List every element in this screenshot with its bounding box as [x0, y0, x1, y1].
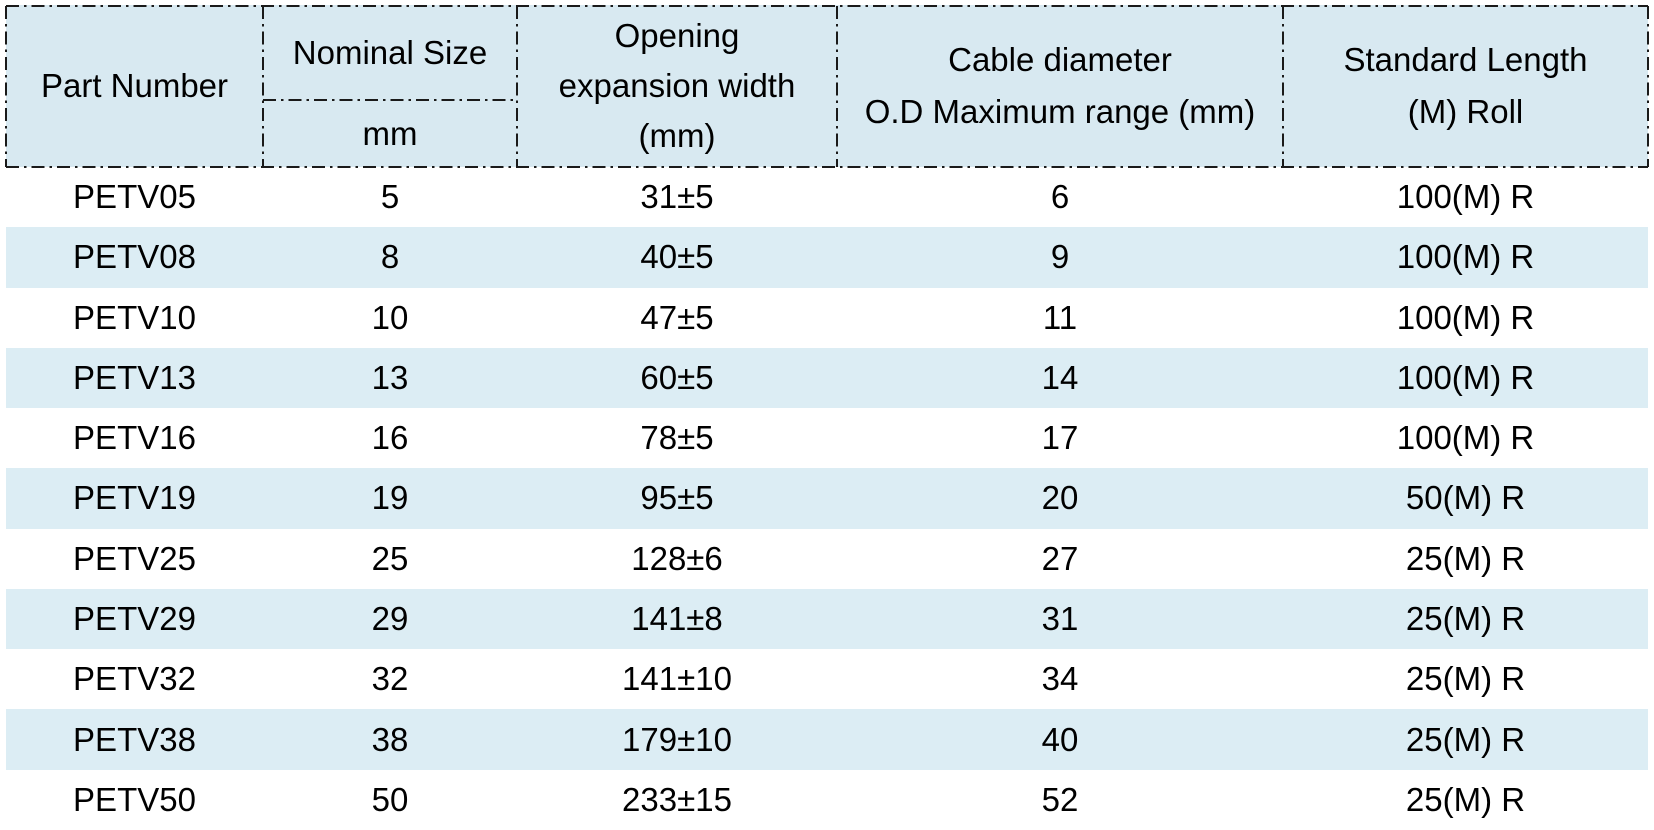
standard-length-cell: 100(M) R	[1396, 419, 1535, 457]
nominal-size-cell: 8	[380, 238, 400, 276]
header-standard-length: Standard Length (M) Roll	[1283, 5, 1648, 167]
table-row: PETV10 10 47±5 11 100(M) R	[6, 288, 1648, 348]
table-row: PETV05 5 31±5 6 100(M) R	[6, 167, 1648, 227]
table-row: PETV19 19 95±5 20 50(M) R	[6, 468, 1648, 529]
header-nominal-size-group: Nominal Size mm	[263, 5, 517, 167]
nominal-size-cell: 5	[380, 178, 400, 216]
part-number-cell: PETV13	[73, 358, 196, 396]
table-row: PETV25 25 128±6 27 25(M) R	[6, 529, 1648, 589]
standard-length-cell: 100(M) R	[1396, 358, 1535, 396]
opening-width-cell: 40±5	[640, 238, 714, 276]
header-nominal-size-unit: mm	[362, 114, 418, 152]
cable-diameter-cell: 9	[1050, 238, 1070, 276]
header-cable-diameter: Cable diameter O.D Maximum range (mm)	[837, 5, 1283, 167]
header-length-line-2: (M) Roll	[1407, 93, 1524, 130]
standard-length-cell: 100(M) R	[1396, 298, 1535, 336]
opening-width-cell: 141±8	[631, 599, 723, 637]
opening-width-cell: 141±10	[622, 660, 732, 698]
part-number-cell: PETV19	[73, 479, 196, 517]
part-number-cell: PETV29	[73, 599, 196, 637]
opening-width-cell: 95±5	[640, 479, 714, 517]
cable-diameter-cell: 52	[1041, 780, 1079, 818]
opening-width-cell: 128±6	[631, 539, 723, 577]
header-opening-expansion-width: Opening expansion width (mm)	[517, 5, 837, 167]
part-number-cell: PETV08	[73, 238, 196, 276]
nominal-size-cell: 10	[371, 298, 409, 336]
opening-width-cell: 78±5	[640, 419, 714, 457]
cable-diameter-cell: 20	[1041, 479, 1079, 517]
table-row: PETV32 32 141±10 34 25(M) R	[6, 649, 1648, 709]
spec-table: Part Number Nominal Size mm Opening expa…	[6, 5, 1648, 830]
header-nominal-size: Nominal Size	[292, 33, 488, 71]
part-number-cell: PETV25	[73, 539, 196, 577]
part-number-cell: PETV10	[73, 298, 196, 336]
table-body: PETV05 5 31±5 6 100(M) R PETV08 8 40±5 9 100(M) R…	[6, 167, 1648, 830]
standard-length-cell: 25(M) R	[1405, 539, 1526, 577]
cable-diameter-cell: 34	[1041, 660, 1079, 698]
header-opening-line-2: expansion width	[558, 67, 796, 104]
table-row: PETV38 38 179±10 40 25(M) R	[6, 709, 1648, 770]
nominal-size-cell: 32	[371, 660, 409, 698]
header-cable-line-2: O.D Maximum range (mm)	[864, 93, 1256, 130]
nominal-size-cell: 13	[371, 358, 409, 396]
cable-diameter-cell: 27	[1041, 539, 1079, 577]
standard-length-cell: 25(M) R	[1405, 780, 1526, 818]
opening-width-cell: 31±5	[640, 178, 714, 216]
table-row: PETV29 29 141±8 31 25(M) R	[6, 588, 1648, 650]
table-row: PETV13 13 60±5 14 100(M) R	[6, 347, 1648, 409]
table-row: PETV16 16 78±5 17 100(M) R	[6, 408, 1648, 468]
standard-length-cell: 100(M) R	[1396, 178, 1535, 216]
header-opening-line-1: Opening	[614, 17, 740, 54]
standard-length-cell: 25(M) R	[1405, 660, 1526, 698]
nominal-size-cell: 29	[371, 599, 409, 637]
cable-diameter-cell: 14	[1041, 358, 1079, 396]
standard-length-cell: 100(M) R	[1396, 238, 1535, 276]
part-number-cell: PETV16	[73, 419, 196, 457]
cable-diameter-cell: 6	[1050, 178, 1070, 216]
nominal-size-cell: 38	[371, 720, 409, 758]
part-number-cell: PETV50	[73, 780, 196, 818]
table-row: PETV08 8 40±5 9 100(M) R	[6, 227, 1648, 288]
table-row: PETV50 50 233±15 52 25(M) R	[6, 770, 1648, 830]
standard-length-cell: 25(M) R	[1405, 599, 1526, 637]
part-number-cell: PETV38	[73, 720, 196, 758]
opening-width-cell: 47±5	[640, 298, 714, 336]
cable-diameter-cell: 31	[1041, 599, 1079, 637]
cable-diameter-cell: 17	[1041, 419, 1079, 457]
cable-diameter-cell: 40	[1041, 720, 1079, 758]
nominal-size-cell: 16	[371, 419, 409, 457]
header-length-line-1: Standard Length	[1343, 41, 1588, 78]
header-opening-line-3: (mm)	[638, 117, 716, 154]
nominal-size-cell: 50	[371, 780, 409, 818]
nominal-size-cell: 25	[371, 539, 409, 577]
opening-width-cell: 60±5	[640, 358, 714, 396]
standard-length-cell: 25(M) R	[1405, 720, 1526, 758]
cable-diameter-cell: 11	[1042, 298, 1078, 336]
opening-width-cell: 179±10	[622, 720, 732, 758]
opening-width-cell: 233±15	[622, 780, 732, 818]
header-part-number: Part Number	[40, 67, 229, 104]
nominal-size-cell: 19	[371, 479, 409, 517]
standard-length-cell: 50(M) R	[1405, 479, 1526, 517]
header-cable-line-1: Cable diameter	[948, 41, 1172, 78]
part-number-cell: PETV05	[73, 178, 196, 216]
table-header: Part Number Nominal Size mm Opening expa…	[6, 5, 1648, 167]
part-number-cell: PETV32	[73, 660, 196, 698]
